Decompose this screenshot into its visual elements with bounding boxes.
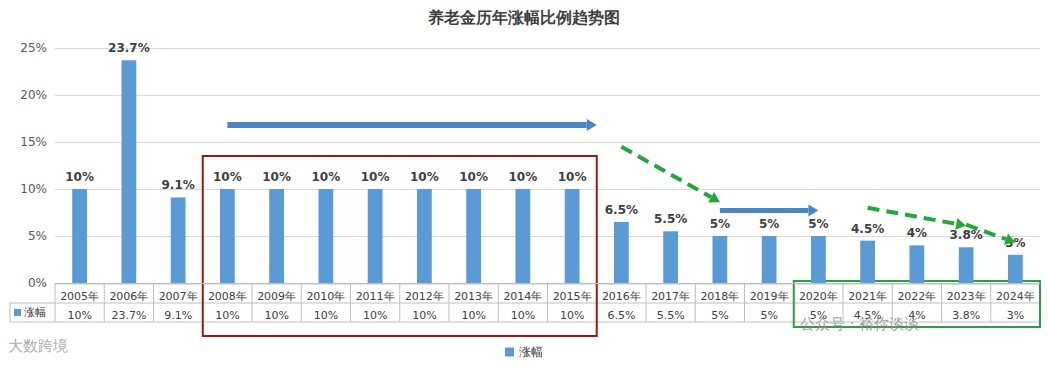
svg-text:涨幅: 涨幅 [519,345,543,359]
svg-text:2006年: 2006年 [109,290,148,303]
svg-text:10%: 10% [361,170,390,184]
svg-text:3%: 3% [1005,235,1026,250]
svg-text:5.5%: 5.5% [657,309,685,322]
svg-text:2012年: 2012年 [405,290,444,303]
svg-text:2019年: 2019年 [750,290,789,303]
svg-text:10%: 10% [509,170,538,184]
svg-text:5.5%: 5.5% [654,212,687,226]
svg-text:5%: 5% [808,217,828,231]
svg-text:3.8%: 3.8% [952,309,980,322]
svg-text:2021年: 2021年 [848,290,887,303]
svg-text:2008年: 2008年 [208,290,247,303]
svg-text:0%: 0% [28,276,47,290]
svg-text:2023年: 2023年 [947,290,986,303]
svg-text:10%: 10% [461,309,485,322]
svg-text:3%: 3% [1007,309,1024,322]
svg-text:2010年: 2010年 [306,290,345,303]
svg-text:2014年: 2014年 [503,290,542,303]
svg-text:10%: 10% [558,170,587,184]
svg-text:10%: 10% [213,170,242,184]
svg-text:2011年: 2011年 [356,290,395,303]
svg-text:6.5%: 6.5% [605,203,638,217]
svg-text:10%: 10% [20,182,47,196]
svg-text:9.1%: 9.1% [161,178,194,192]
svg-text:10%: 10% [459,170,488,184]
svg-text:涨幅: 涨幅 [24,306,46,319]
svg-text:10%: 10% [312,170,341,184]
svg-text:2005年: 2005年 [60,290,99,303]
svg-text:公众号 · 裕你谈谈: 公众号 · 裕你谈谈 [800,315,919,333]
svg-text:10%: 10% [560,309,584,322]
svg-text:23.7%: 23.7% [111,309,146,322]
svg-text:10%: 10% [410,170,439,184]
svg-text:10%: 10% [511,309,535,322]
svg-text:10%: 10% [363,309,387,322]
svg-text:2007年: 2007年 [159,290,198,303]
svg-text:23.7%: 23.7% [108,41,150,55]
svg-text:25%: 25% [20,41,47,55]
svg-text:2017年: 2017年 [651,290,690,303]
svg-text:大数跨境: 大数跨境 [8,337,68,355]
svg-text:10%: 10% [314,309,338,322]
svg-text:15%: 15% [20,135,47,149]
svg-text:2016年: 2016年 [602,290,641,303]
svg-text:10%: 10% [264,309,288,322]
svg-text:9.1%: 9.1% [164,309,192,322]
svg-text:10%: 10% [262,170,291,184]
svg-text:5%: 5% [710,217,730,231]
svg-text:4%: 4% [907,226,927,240]
svg-text:2015年: 2015年 [553,290,592,303]
svg-text:20%: 20% [20,88,47,102]
svg-text:2013年: 2013年 [454,290,493,303]
svg-text:2018年: 2018年 [700,290,739,303]
svg-text:4.5%: 4.5% [851,222,884,236]
svg-text:10%: 10% [67,309,91,322]
svg-text:5%: 5% [759,217,779,231]
svg-text:2024年: 2024年 [996,290,1035,303]
svg-text:2020年: 2020年 [799,290,838,303]
svg-text:2022年: 2022年 [897,290,936,303]
svg-text:5%: 5% [760,309,777,322]
svg-text:3.8%: 3.8% [949,228,982,242]
svg-text:10%: 10% [215,309,239,322]
svg-text:5%: 5% [711,309,728,322]
svg-text:6.5%: 6.5% [607,309,635,322]
svg-text:2009年: 2009年 [257,290,296,303]
svg-text:5%: 5% [28,229,47,243]
svg-text:10%: 10% [65,170,94,184]
svg-text:养老金历年涨幅比例趋势图: 养老金历年涨幅比例趋势图 [427,8,620,27]
svg-text:10%: 10% [412,309,436,322]
